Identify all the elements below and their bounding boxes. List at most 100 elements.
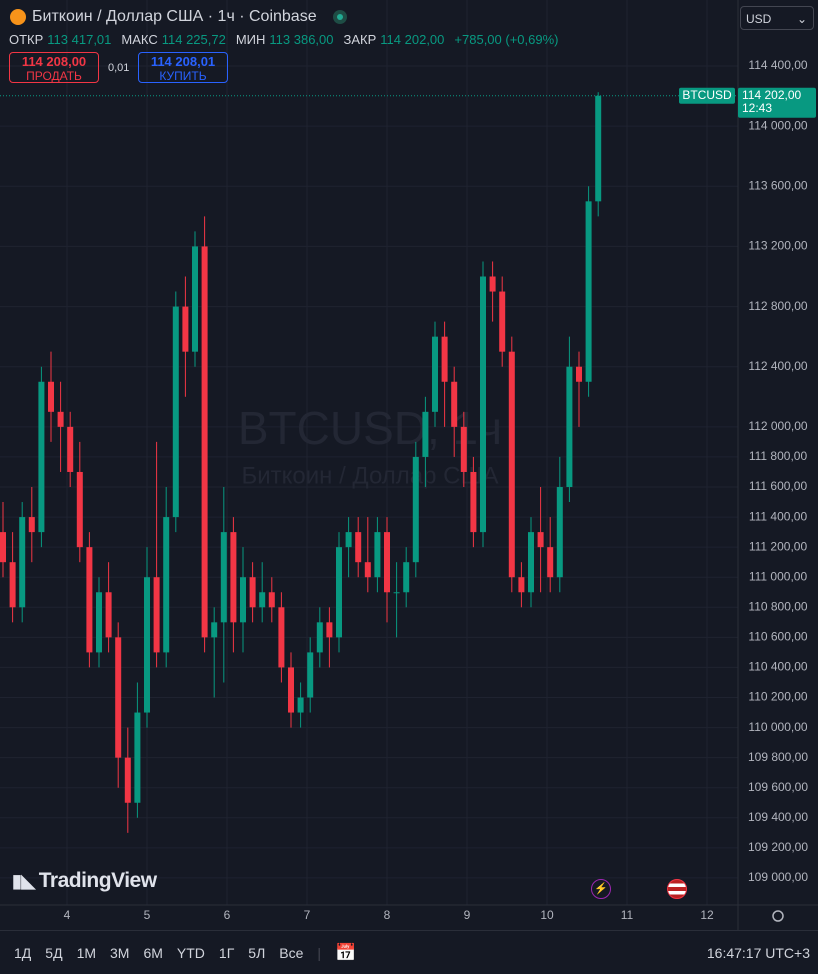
candle-body bbox=[547, 547, 554, 578]
buy-price: 114 208,01 bbox=[150, 54, 216, 69]
y-tick-label: 110 600,00 bbox=[748, 630, 807, 644]
y-tick-label: 111 600,00 bbox=[749, 479, 808, 493]
range-button[interactable]: 1Г bbox=[218, 944, 235, 961]
candle-body bbox=[297, 697, 304, 713]
range-button[interactable]: 5Л bbox=[248, 944, 266, 961]
candle-body bbox=[48, 381, 54, 412]
symbol-title[interactable]: Биткоин / Доллар США · 1ч · Coinbase bbox=[32, 8, 317, 25]
ohlc-label: ОТКР bbox=[9, 32, 44, 47]
candle-body bbox=[508, 351, 515, 578]
candle-body bbox=[240, 577, 246, 623]
y-tick-label: 109 000,00 bbox=[748, 870, 808, 884]
ohlc-value: 113 417,01 bbox=[47, 32, 112, 47]
candle-body bbox=[451, 381, 458, 427]
candle-body bbox=[307, 652, 314, 698]
settings-icon[interactable] bbox=[772, 910, 784, 922]
range-button[interactable]: 5Д bbox=[45, 944, 63, 961]
candle-body bbox=[355, 532, 362, 563]
range-button[interactable]: YTD bbox=[176, 944, 205, 961]
x-tick-label: 10 bbox=[540, 908, 554, 922]
candle-body bbox=[585, 201, 592, 382]
candle-body bbox=[470, 471, 477, 533]
candle-body bbox=[153, 577, 160, 653]
range-button[interactable]: 6М bbox=[143, 944, 163, 961]
header: Биткоин / Доллар США · 1ч · Coinbase bbox=[10, 8, 347, 26]
y-tick-label: 110 200,00 bbox=[748, 690, 807, 704]
candle-body bbox=[518, 577, 525, 593]
countdown: 12:43 bbox=[742, 101, 772, 115]
candle-body bbox=[393, 592, 400, 594]
spread: 0,01 bbox=[108, 62, 130, 74]
candle-body bbox=[172, 306, 179, 518]
event-icon[interactable]: ⚡ bbox=[591, 879, 611, 899]
candle-body bbox=[499, 291, 506, 352]
y-tick-label: 109 400,00 bbox=[748, 810, 808, 824]
candle-body bbox=[9, 562, 16, 608]
candle-body bbox=[432, 336, 438, 412]
range-buttons: 1Д 5Д 1М 3М 6М YTD 1Г 5Л Все bbox=[0, 945, 303, 961]
economic-event-icon[interactable] bbox=[667, 879, 687, 899]
candle-body bbox=[480, 276, 486, 533]
candle-body bbox=[336, 547, 342, 638]
symbol-tag-bg bbox=[679, 87, 735, 104]
ohlc-label: МИН bbox=[235, 32, 266, 47]
candle-body bbox=[76, 471, 83, 548]
sell-price: 114 208,00 bbox=[21, 54, 87, 69]
candle-body bbox=[489, 276, 496, 292]
candle-body bbox=[96, 592, 102, 653]
candle-body bbox=[412, 456, 419, 563]
candle-body bbox=[259, 592, 266, 608]
candle-body bbox=[537, 532, 544, 548]
range-button[interactable]: 1М bbox=[76, 944, 97, 961]
x-tick-label: 6 bbox=[224, 908, 231, 922]
candle-body bbox=[211, 622, 218, 638]
y-tick-label: 111 000,00 bbox=[749, 569, 808, 583]
ohlc-label: МАКС bbox=[121, 32, 158, 47]
y-tick-label: 112 400,00 bbox=[748, 359, 807, 373]
candle-body bbox=[105, 592, 112, 638]
range-button[interactable]: 1Д bbox=[14, 944, 32, 961]
logo[interactable]: ▮◣ TradingView bbox=[12, 869, 157, 892]
candle-body bbox=[249, 577, 256, 608]
sell-button[interactable]: 114 208,00 ПРОДАТЬ bbox=[9, 52, 99, 83]
y-tick-label: 110 800,00 bbox=[748, 599, 807, 613]
x-tick-label: 7 bbox=[304, 908, 311, 922]
sell-label: ПРОДАТЬ bbox=[26, 69, 82, 83]
candle-body bbox=[528, 532, 534, 593]
candle-body bbox=[288, 667, 294, 713]
symbol-tag: BTCUSD bbox=[682, 88, 732, 102]
candle-body bbox=[134, 712, 141, 803]
candle-body bbox=[364, 562, 371, 578]
ohlc-value: 113 386,00 bbox=[269, 32, 334, 47]
x-tick-label: 4 bbox=[64, 908, 71, 922]
y-tick-label: 109 200,00 bbox=[748, 840, 808, 854]
clock: 16:47:17 UTC+3 bbox=[706, 944, 810, 961]
x-tick-label: 12 bbox=[700, 908, 714, 922]
y-tick-label: 112 800,00 bbox=[748, 299, 807, 313]
market-status[interactable] bbox=[332, 10, 347, 24]
y-tick-label: 113 200,00 bbox=[748, 239, 807, 253]
range-button[interactable]: Все bbox=[279, 944, 304, 961]
candle-body bbox=[422, 411, 429, 457]
y-tick-label: 111 800,00 bbox=[749, 449, 808, 463]
date-range-icon[interactable]: 📅 bbox=[335, 942, 357, 962]
candle-body bbox=[595, 95, 602, 202]
candle-body bbox=[182, 306, 189, 352]
x-tick-label: 11 bbox=[621, 908, 634, 922]
candle-body bbox=[19, 517, 26, 608]
candle-body bbox=[345, 532, 352, 548]
ohlc-value: 114 225,72 bbox=[161, 32, 226, 47]
change: +785,00 (+0,69%) bbox=[454, 32, 559, 47]
candle-body bbox=[230, 532, 237, 623]
y-tick-label: 111 400,00 bbox=[749, 509, 808, 523]
candle-body bbox=[192, 246, 198, 352]
caret: ⌄ bbox=[796, 12, 807, 26]
currency-select[interactable]: USD ⌄ bbox=[740, 6, 814, 30]
range-button[interactable]: 3М bbox=[110, 944, 130, 961]
buy-button[interactable]: 114 208,01 КУПИТЬ bbox=[138, 52, 228, 83]
candle-body bbox=[220, 532, 227, 623]
watermark: Биткоин / Доллар США bbox=[242, 462, 499, 489]
y-tick-label: 109 800,00 bbox=[748, 750, 808, 764]
candle-body bbox=[201, 246, 208, 638]
